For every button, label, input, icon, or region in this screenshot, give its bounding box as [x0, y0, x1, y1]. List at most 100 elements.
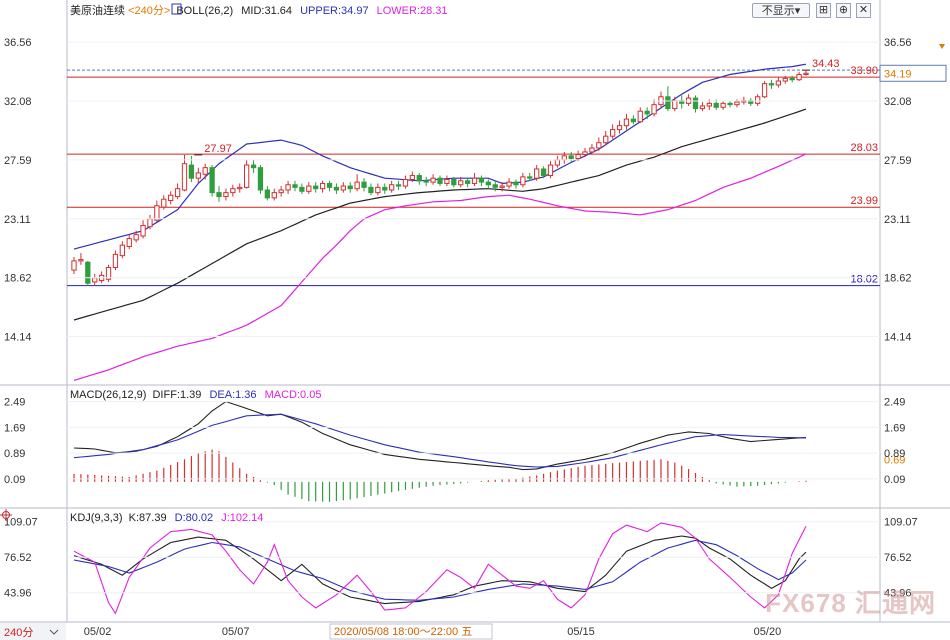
price-right-tick-label: 14.14 — [884, 332, 912, 344]
macd-right-tick-label: 0.09 — [884, 474, 905, 486]
axes-layer: 36.56 36.56 32.08 32.08 27.59 27.59 23.11 23.11… — [4, 37, 918, 600]
candle-body — [499, 185, 505, 188]
candle-body — [112, 253, 119, 268]
candle-body — [168, 194, 174, 201]
candle-body — [230, 188, 236, 194]
settings-grid-icon[interactable]: ⊞ — [816, 3, 831, 18]
zoom-in-icon[interactable]: ⊕ — [836, 3, 851, 18]
cursor-time-label: 2020/05/08 18:00～22:00 五 — [334, 626, 472, 638]
price-left-tick-label: 18.62 — [4, 273, 32, 285]
boll-mid: MID:31.64 — [241, 5, 292, 17]
candle-body — [85, 261, 91, 284]
candle-body — [202, 167, 208, 175]
candle-body — [361, 181, 367, 188]
price-arrow-icon — [939, 44, 945, 49]
price-right-tick-label: 32.08 — [884, 96, 912, 108]
period-selector-label[interactable]: 240分 — [4, 626, 33, 639]
candle-body — [534, 168, 540, 179]
period-selector[interactable] — [0, 623, 66, 640]
macd-right-tick-label: 1.69 — [884, 422, 905, 434]
current-price-box — [879, 64, 947, 82]
kdj-left-tick-label: 43.96 — [4, 588, 32, 600]
cursor-time-box — [329, 623, 493, 640]
candle-body — [306, 185, 312, 192]
candle-body — [575, 154, 581, 159]
candle-body — [299, 186, 305, 192]
candle-body — [78, 259, 84, 262]
candle-body — [368, 186, 374, 194]
kdj-name: KDJ(9,3,3) — [70, 512, 123, 524]
candle-body — [637, 110, 643, 123]
kdj-d-line — [73, 539, 807, 601]
boll-lower: LOWER:28.31 — [377, 5, 448, 17]
kdj-k: K:87.39 — [129, 512, 167, 524]
macd-panel: 0.69 — [73, 400, 905, 502]
candle-body — [389, 184, 395, 191]
candle-body — [292, 184, 298, 188]
candle-body — [492, 184, 498, 188]
candle-body — [803, 72, 809, 75]
candle-body — [250, 164, 257, 169]
close-icon[interactable]: ✕ — [856, 3, 871, 18]
price-header: 美原油连续 <240分> BOLL(26,2) MID:31.64 UPPER:… — [70, 3, 448, 17]
level-label-23.99: 23.99 — [850, 195, 878, 207]
candle-body — [430, 177, 436, 183]
level-label-18.02: 18.02 — [850, 274, 878, 286]
candle-body — [644, 110, 650, 115]
candle-body — [375, 186, 381, 194]
candle-body — [409, 175, 416, 180]
candle-body — [520, 176, 526, 186]
macd-right-tick-label: 0.89 — [884, 448, 905, 460]
candle-body — [126, 238, 132, 247]
candle-body — [706, 102, 712, 107]
candle-body — [451, 178, 457, 186]
x-tick-05/02: 05/02 — [84, 626, 112, 638]
x-axis-ticks: 05/02 05/07 05/15 05/20 — [84, 626, 781, 638]
candle-body — [547, 164, 554, 177]
candle-body — [195, 172, 201, 179]
candle-body — [540, 168, 547, 177]
crosshair-icon[interactable] — [0, 509, 12, 521]
candle-body — [333, 186, 340, 191]
candle-body — [319, 182, 326, 190]
candle-body — [568, 155, 574, 159]
candle-body — [174, 188, 181, 198]
candle-body — [444, 178, 450, 184]
candle-body — [796, 73, 802, 81]
candle-body — [181, 163, 188, 191]
candle-body — [154, 205, 160, 221]
kdj-j: J:102.14 — [221, 512, 263, 524]
kdj-left-tick-label: 109.07 — [4, 517, 38, 529]
candle-body — [478, 177, 485, 183]
kdj-d: D:80.02 — [175, 512, 214, 524]
candle-body — [216, 192, 222, 198]
symbol-name: 美原油连续 — [70, 3, 125, 17]
kdj-k-line — [73, 535, 807, 605]
candle-body — [71, 260, 77, 271]
candle-body — [140, 224, 146, 237]
boll-mid-line — [73, 108, 807, 321]
candle-body — [699, 105, 706, 110]
candle-body — [471, 177, 478, 184]
price-left-tick-label: 32.08 — [4, 96, 32, 108]
candle-body — [437, 177, 443, 184]
macd-name: MACD(26,12,9) — [70, 389, 146, 401]
annotation-34.43: 34.43 — [812, 58, 840, 70]
candle-body — [347, 185, 353, 190]
boll-indicator-icon[interactable] — [171, 3, 182, 15]
hide-indicator-dropdown[interactable]: 不显示▾ — [752, 3, 810, 18]
kdj-right-tick-label: 76.52 — [884, 552, 912, 564]
macd-current-label: 0.69 — [884, 455, 905, 467]
price-right-tick-label: 36.56 — [884, 37, 912, 49]
candle-body — [720, 102, 726, 108]
candle-body — [313, 185, 319, 190]
period-dropdown-icon[interactable] — [49, 629, 59, 635]
candle-body — [264, 189, 270, 199]
candle-body — [506, 181, 512, 187]
boll-upper: UPPER:34.97 — [300, 5, 368, 17]
candle-body — [672, 100, 678, 110]
kdj-j-line — [73, 522, 807, 615]
macd-diff: DIFF:1.39 — [152, 389, 201, 401]
